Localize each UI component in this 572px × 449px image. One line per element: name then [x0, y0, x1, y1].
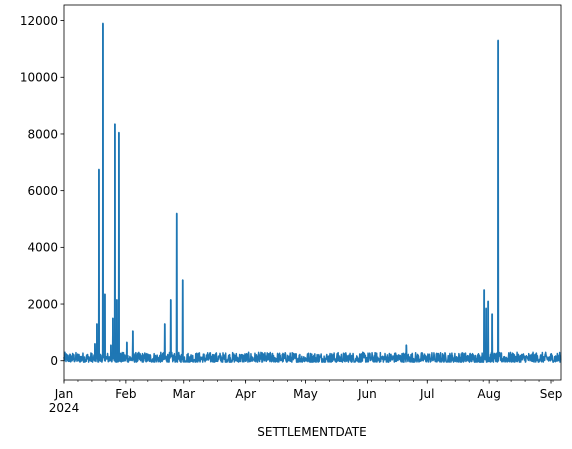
plot-background	[64, 5, 561, 380]
series-layer	[63, 22, 562, 363]
x-tick-label: Jul	[419, 387, 434, 401]
series-line	[63, 22, 562, 363]
y-axis: 0 2000 4000 6000 8000 10000 12000	[20, 14, 64, 368]
y-tick-label: 0	[50, 354, 58, 368]
plot-frame	[63, 4, 562, 381]
x-tick-label: Feb	[115, 387, 136, 401]
y-tick-label: 4000	[27, 241, 58, 255]
x-tick-label: Jan	[54, 387, 74, 401]
y-tick-label: 12000	[20, 14, 58, 28]
y-tick-label: 8000	[27, 127, 58, 141]
x-tick-label: Aug	[477, 387, 500, 401]
x-tick-year-label: 2024	[49, 401, 80, 415]
y-tick-label: 2000	[27, 297, 58, 311]
y-tick-label: 10000	[20, 71, 58, 85]
y-tick-label: 6000	[27, 184, 58, 198]
x-axis-label: SETTLEMENTDATE	[257, 425, 366, 439]
x-tick-label: Apr	[235, 387, 256, 401]
x-tick-label: Jun	[357, 387, 377, 401]
x-tick-label: May	[293, 387, 318, 401]
x-tick-label: Mar	[172, 387, 195, 401]
x-tick-label: Sep	[540, 387, 563, 401]
